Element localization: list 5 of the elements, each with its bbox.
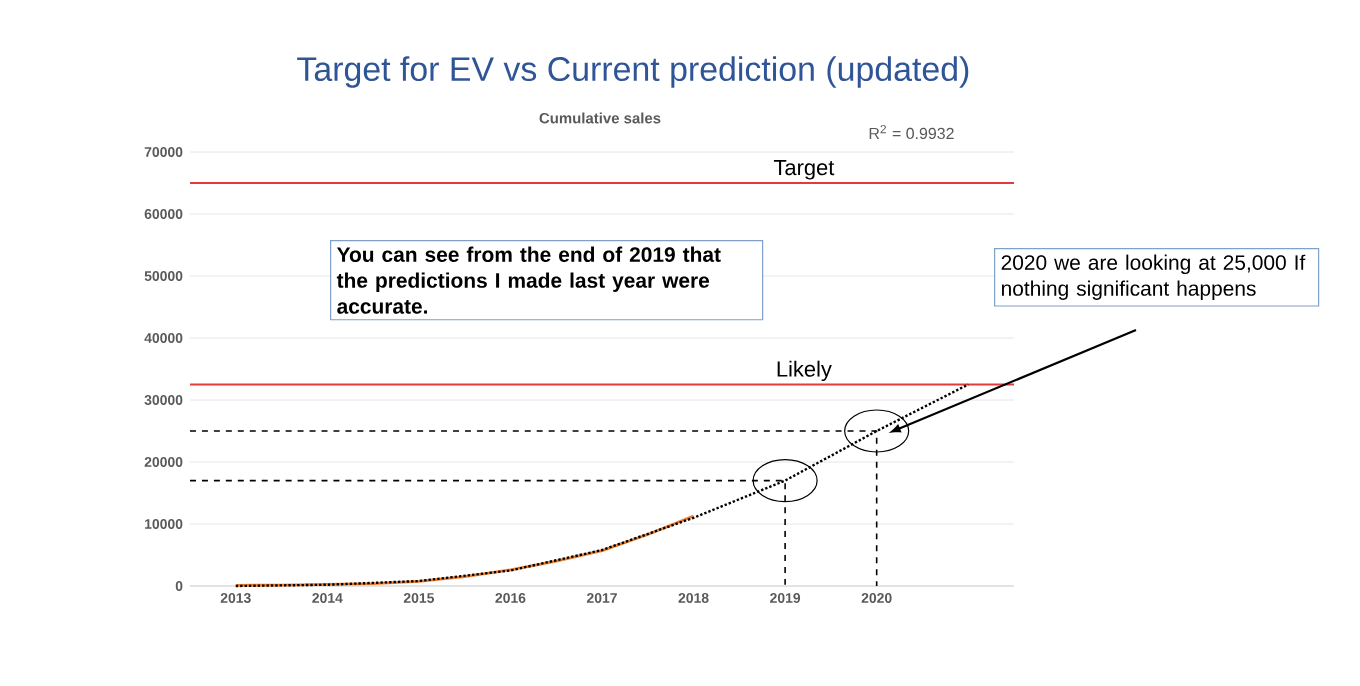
ref-line-label: Target <box>773 159 835 180</box>
ref-line-label: Likely <box>777 360 832 382</box>
chart-title: Target for EV vs Current prediction (updated) <box>297 56 969 88</box>
annotation: 2020 we are looking at 25,000 If nothing significant happens <box>1001 254 1306 300</box>
annotation: You can see from the end of 2019 that the predictions I made last year were accurate. <box>336 246 721 314</box>
